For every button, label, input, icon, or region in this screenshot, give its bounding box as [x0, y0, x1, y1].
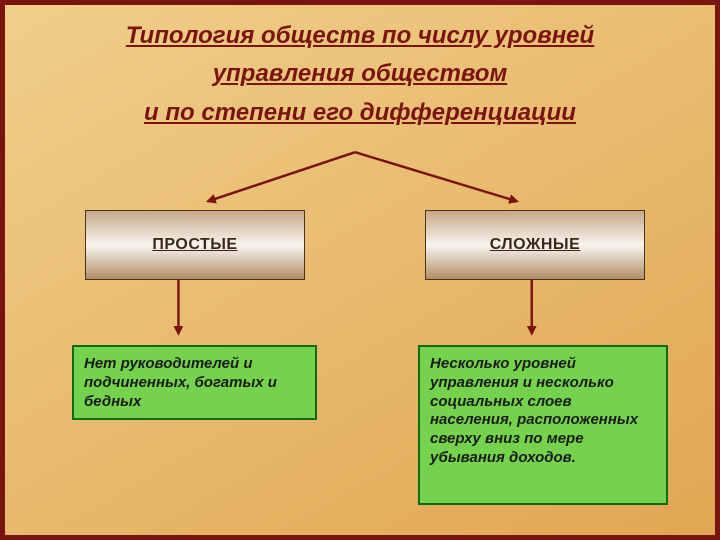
slide-frame: Типология обществ по числу уровней управ… — [0, 0, 720, 540]
node-simple-label: ПРОСТЫЕ — [152, 236, 237, 254]
title-line-3: и по степени его дифференциации — [5, 94, 715, 132]
description-complex: Несколько уровней управления и несколько… — [418, 345, 668, 505]
description-simple: Нет руководителей и подчиненных, богатых… — [72, 345, 317, 420]
node-complex-label: СЛОЖНЫЕ — [490, 236, 580, 254]
title-line-1: Типология обществ по числу уровней — [5, 17, 715, 55]
slide-title: Типология обществ по числу уровней управ… — [5, 17, 715, 132]
node-complex: СЛОЖНЫЕ — [425, 210, 645, 280]
title-line-2: управления обществом — [5, 55, 715, 93]
description-simple-text: Нет руководителей и подчиненных, богатых… — [84, 355, 277, 410]
node-simple: ПРОСТЫЕ — [85, 210, 305, 280]
description-complex-text: Несколько уровней управления и несколько… — [430, 355, 638, 466]
